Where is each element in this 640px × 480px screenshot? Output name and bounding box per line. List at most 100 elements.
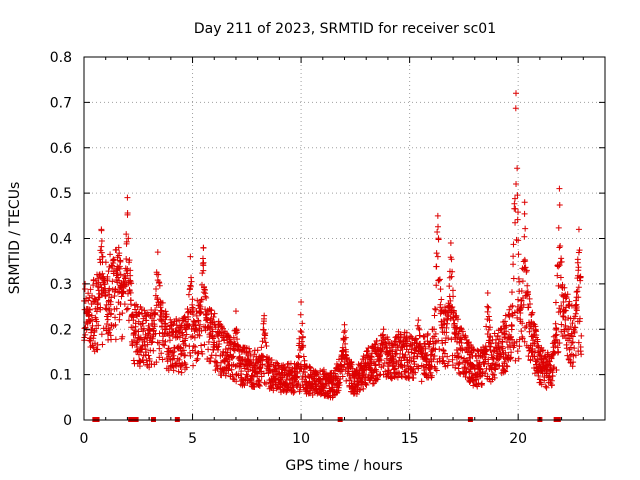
data-point <box>243 361 250 368</box>
data-point <box>113 305 120 312</box>
data-point <box>119 333 126 340</box>
data-point <box>503 328 510 335</box>
data-point <box>194 356 201 363</box>
data-point-peak <box>575 226 582 233</box>
data-point <box>470 382 477 389</box>
data-point <box>182 361 189 368</box>
data-points <box>81 90 585 422</box>
data-point <box>458 339 465 346</box>
data-point <box>450 293 457 300</box>
data-point <box>376 372 383 379</box>
data-point <box>198 342 205 349</box>
data-point <box>112 314 119 321</box>
data-point <box>526 328 533 335</box>
data-point <box>552 320 559 327</box>
data-point <box>454 316 461 323</box>
data-point <box>510 261 517 268</box>
data-point <box>129 342 136 349</box>
x-tick-label: 10 <box>292 431 310 447</box>
data-point <box>437 286 444 293</box>
data-point <box>547 367 554 374</box>
data-point <box>516 343 523 350</box>
data-point <box>260 353 267 360</box>
data-point <box>181 314 188 321</box>
data-point <box>515 251 522 258</box>
data-point <box>566 335 573 342</box>
data-point <box>181 352 188 359</box>
data-point <box>507 343 514 350</box>
data-point <box>102 259 109 266</box>
data-point-peak <box>124 194 131 201</box>
data-point <box>245 366 252 373</box>
data-point <box>130 317 137 324</box>
data-point <box>349 365 356 372</box>
data-point <box>187 283 194 290</box>
data-point <box>449 287 456 294</box>
data-point <box>87 306 94 313</box>
data-point <box>262 332 269 339</box>
data-point <box>137 334 144 341</box>
data-point <box>573 303 580 310</box>
data-point <box>408 333 415 340</box>
data-point <box>564 291 571 298</box>
data-point <box>552 332 559 339</box>
data-point <box>112 286 119 293</box>
data-point <box>438 296 445 303</box>
data-point <box>371 341 378 348</box>
data-point <box>568 339 575 346</box>
data-point <box>261 379 268 386</box>
data-point <box>82 331 89 338</box>
data-point <box>192 344 199 351</box>
data-point <box>224 349 231 356</box>
data-point <box>511 342 518 349</box>
y-axis-label: SRMTID / TECUs <box>7 182 23 295</box>
data-point <box>401 362 408 369</box>
data-point <box>546 373 553 380</box>
data-point <box>275 371 282 378</box>
data-point <box>182 342 189 349</box>
data-point <box>512 105 519 112</box>
data-point <box>487 333 494 340</box>
data-point <box>431 353 438 360</box>
data-point-peak <box>447 240 454 247</box>
data-point <box>353 390 360 397</box>
data-point <box>446 283 453 290</box>
data-point <box>427 369 434 376</box>
data-point <box>170 367 177 374</box>
data-point <box>532 361 539 368</box>
data-point <box>431 312 438 319</box>
data-point <box>143 317 150 324</box>
data-point <box>122 275 129 282</box>
data-point <box>183 331 190 338</box>
data-point <box>99 270 106 277</box>
data-point <box>572 310 579 317</box>
data-point <box>85 306 92 313</box>
data-point <box>489 371 496 378</box>
data-point <box>246 345 253 352</box>
data-point <box>139 320 146 327</box>
data-point <box>571 345 578 352</box>
data-point <box>140 328 147 335</box>
data-point <box>491 330 498 337</box>
data-point-peak <box>187 253 194 260</box>
data-point <box>437 301 444 308</box>
data-point <box>317 367 324 374</box>
data-point <box>205 338 212 345</box>
data-point <box>102 292 109 299</box>
data-point <box>284 383 291 390</box>
data-point <box>94 346 101 353</box>
data-point <box>569 339 576 346</box>
data-point <box>502 334 509 341</box>
data-point <box>123 238 130 245</box>
data-point <box>127 272 134 279</box>
data-point <box>373 368 380 375</box>
data-point <box>261 331 268 338</box>
data-point <box>146 364 153 371</box>
y-tick-label: 0.5 <box>50 186 72 202</box>
data-point <box>218 329 225 336</box>
data-point <box>511 195 518 202</box>
data-point <box>434 228 441 235</box>
data-point <box>342 334 349 341</box>
data-point <box>442 339 449 346</box>
data-point <box>431 305 438 312</box>
